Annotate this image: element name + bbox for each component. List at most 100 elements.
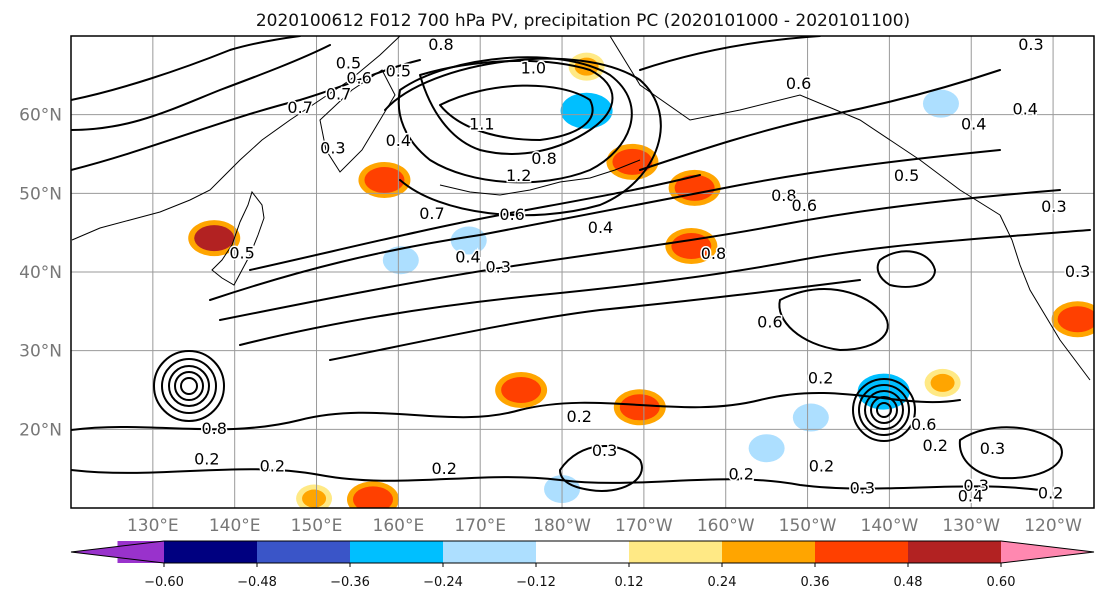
contour-label: 0.2 <box>809 457 834 476</box>
grid-layer <box>71 36 1094 508</box>
contour-label: 0.4 <box>455 247 480 266</box>
lon-tick-label: 150°E <box>291 516 343 536</box>
precip-patch <box>302 489 327 508</box>
cyclone-west <box>153 350 225 422</box>
contour-label: 0.2 <box>431 459 456 478</box>
contour-line <box>71 36 301 101</box>
lon-tick-label: 180°W <box>533 516 591 536</box>
precip-patch <box>619 394 660 421</box>
coastline-layer <box>71 36 1091 381</box>
map-area: 0.70.60.5 0.50.3 0.40.80.71.01.11.20.80.60… <box>70 33 1095 509</box>
contour-label: 0.4 <box>386 131 411 150</box>
precip-patch <box>352 486 393 508</box>
colorbar-tick-label: −0.48 <box>237 575 277 590</box>
contour-label: 0.4 <box>588 218 613 237</box>
colorbar-tick-label: 0.24 <box>708 575 737 590</box>
lon-tick-label: 150°W <box>779 516 837 536</box>
contour-line <box>559 445 643 492</box>
precip-patch <box>674 174 715 201</box>
contour-label: 0.8 <box>701 244 726 263</box>
contour-label: 0.6 <box>499 205 524 224</box>
lon-tick-label: 170°W <box>615 516 673 536</box>
precip-patch <box>928 94 953 113</box>
contour-line <box>329 279 861 361</box>
colorbar-tick-label: 0.12 <box>615 575 644 590</box>
contour-line <box>71 468 1041 491</box>
colorbar-tick-label: 0.60 <box>987 575 1016 590</box>
contour-label: 0.7 <box>287 98 312 117</box>
contour-ring <box>870 396 898 424</box>
contour-label: 0.5 <box>229 243 254 262</box>
contour-ring <box>168 365 210 407</box>
precip-patch <box>388 251 413 270</box>
precip-patch <box>671 233 712 260</box>
contour-label: 1.2 <box>506 166 531 185</box>
colorbar-swatch <box>722 541 816 563</box>
contour-layer <box>71 36 1091 492</box>
contour-ring <box>161 358 217 414</box>
precip-patch <box>930 373 955 392</box>
colorbar-tick-label: −0.60 <box>144 575 184 590</box>
contour-label: 0.3 <box>980 439 1005 458</box>
contour-line <box>71 59 421 171</box>
lat-tick-label: 40°N <box>19 263 62 283</box>
contour-line <box>209 149 1001 301</box>
contour-line <box>71 44 331 131</box>
precip-patch <box>754 439 779 458</box>
contour-line <box>778 288 889 351</box>
contour-label: 0.3 <box>850 479 875 498</box>
contour-label: 0.6 <box>757 313 782 332</box>
colorbar-tick-label: 0.36 <box>801 575 830 590</box>
lat-tick-label: 50°N <box>19 184 62 204</box>
precip-patch <box>501 377 542 403</box>
colorbar: −0.60 −0.48 −0.36 −0.24 −0.12 0.12 0.24 0.36 0.4… <box>70 540 1095 590</box>
coastline-japan <box>211 190 265 286</box>
contour-label: 0.3 <box>1065 262 1090 281</box>
contour-label: 0.7 <box>419 204 444 223</box>
colorbar-swatch <box>257 541 351 563</box>
colorbar-tick-label: −0.24 <box>423 575 463 590</box>
lon-tick-label: 120°W <box>1024 516 1082 536</box>
contour-ring <box>864 390 904 430</box>
contour-label: 0.8 <box>428 35 453 54</box>
contour-ring <box>153 350 225 422</box>
contour-label: 0.6 <box>346 69 371 88</box>
lon-tick-label: 130°W <box>942 516 1000 536</box>
colorbar-swatch <box>815 541 909 563</box>
contour-label: 0.2 <box>194 449 219 468</box>
contour-label: 0.2 <box>566 407 591 426</box>
contour-line <box>384 57 662 217</box>
contour-label: 0.3 <box>1018 35 1043 54</box>
colorbar-tick-label: −0.36 <box>330 575 370 590</box>
lon-tick-label: 170°E <box>454 516 506 536</box>
contour-label: 0.6 <box>792 196 817 215</box>
lon-tick-label: 160°E <box>373 516 425 536</box>
lon-tick-label: 130°E <box>127 516 179 536</box>
lat-tick-layer: 20°N 30°N 40°N 50°N 60°N <box>19 106 62 441</box>
contour-label: 0.6 <box>911 415 936 434</box>
contour-label: 0.2 <box>1038 483 1063 502</box>
contour-label: 0.7 <box>326 84 351 103</box>
colorbar-swatch <box>908 541 1002 563</box>
contour-line <box>639 36 821 71</box>
lat-tick-label: 20°N <box>19 420 62 440</box>
contour-line <box>958 426 1063 480</box>
contour-line <box>639 69 1001 171</box>
contour-label: 0.5 <box>386 62 411 81</box>
precip-patch <box>612 148 653 175</box>
contour-line <box>876 250 936 288</box>
contour-label: 0.2 <box>729 464 754 483</box>
contour-label: 0.4 <box>958 486 983 505</box>
contour-line <box>439 84 594 141</box>
contour-ring <box>180 377 198 395</box>
contour-line <box>219 189 1061 321</box>
colorbar-swatch <box>1001 541 1094 563</box>
colorbar-swatch <box>629 541 723 563</box>
contour-label: 0.3 <box>963 476 988 495</box>
contour-label: 0.8 <box>201 419 226 438</box>
colorbar-swatch <box>117 541 164 563</box>
colorbar-tick-label: 0.48 <box>894 575 923 590</box>
contour-label: 0.2 <box>260 457 285 476</box>
contour-label: 0.3 <box>592 441 617 460</box>
